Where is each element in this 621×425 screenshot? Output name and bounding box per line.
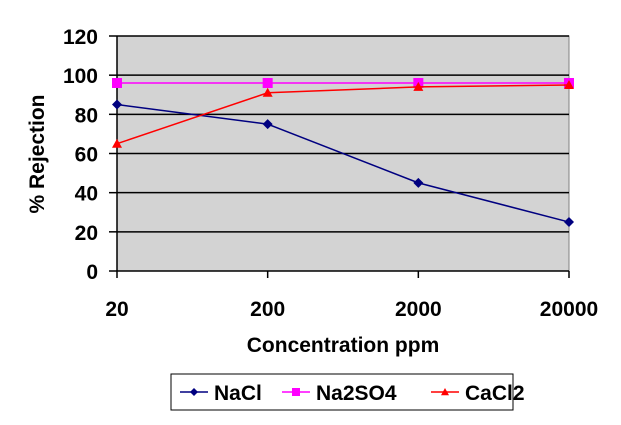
diamond-marker (190, 388, 198, 396)
diamond-marker (564, 217, 574, 228)
y-tick-label: 80 (75, 104, 98, 127)
legend-item-na2so4: Na2SO4 (282, 382, 397, 405)
diamond-marker (112, 99, 122, 110)
legend-label: Na2SO4 (316, 382, 397, 405)
legend-label: CaCl2 (465, 382, 525, 405)
square-marker (292, 388, 300, 396)
triangle-marker (262, 87, 273, 97)
square-marker (262, 78, 273, 88)
y-tick-label: 40 (75, 183, 98, 206)
legend-label: NaCl (214, 382, 262, 405)
y-axis-title: % Rejection (26, 94, 49, 213)
data-series (112, 78, 574, 228)
x-axis-ticks: 20 200 2000 20000 (105, 271, 598, 321)
y-tick-label: 0 (86, 261, 98, 284)
diamond-marker (413, 177, 424, 188)
x-axis-title: Concentration ppm (247, 334, 440, 357)
legend-item-nacl: NaCl (180, 382, 262, 405)
legend: NaCl Na2SO4 CaCl2 (170, 373, 525, 411)
y-tick-label: 100 (63, 65, 98, 88)
series-nacl (112, 99, 574, 228)
x-tick-label: 20 (105, 298, 128, 321)
x-tick-label: 2000 (395, 298, 442, 321)
triangle-marker (564, 79, 574, 89)
triangle-marker (413, 81, 424, 91)
y-tick-label: 120 (63, 26, 98, 49)
gridlines (117, 35, 569, 233)
triangle-marker (112, 138, 122, 148)
y-tick-label: 60 (75, 144, 98, 167)
legend-item-cacl2: CaCl2 (431, 382, 525, 405)
square-marker (112, 78, 122, 88)
x-tick-label: 20000 (540, 298, 598, 321)
y-tick-label: 20 (75, 222, 98, 245)
series-cacl2 (112, 79, 574, 148)
triangle-marker (441, 388, 449, 396)
diamond-marker (262, 119, 273, 130)
y-axis-ticks: 0 20 40 60 80 100 120 (63, 26, 117, 284)
x-tick-label: 200 (250, 298, 285, 321)
